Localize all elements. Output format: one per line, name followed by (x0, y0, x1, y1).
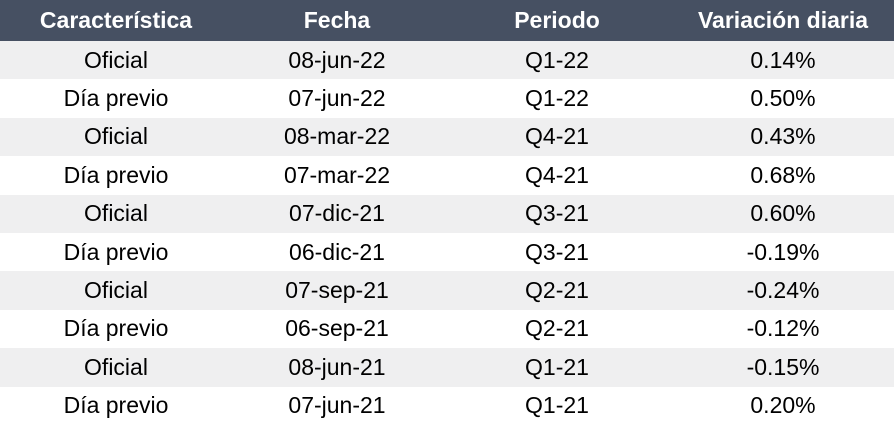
table-row: Día previo 07-mar-22 Q4-21 0.68% (0, 156, 894, 195)
cell-periodo: Q1-21 (525, 353, 589, 380)
table-row: Día previo 06-dic-21 Q3-21 -0.19% (0, 232, 894, 272)
cell-variacion: -0.19% (746, 238, 820, 265)
table-row: Oficial 08-jun-21 Q1-21 -0.15% (0, 348, 894, 387)
cell-periodo: Q1-22 (525, 85, 589, 112)
header-variacion-diaria: Variación diaria (697, 7, 869, 33)
cell-periodo: Q2-21 (525, 315, 589, 342)
cell-periodo: Q4-21 (525, 161, 589, 188)
cell-variacion: 0.43% (750, 123, 816, 150)
cell-variacion: 0.20% (750, 392, 816, 419)
table-row: Día previo 07-jun-21 Q1-21 0.20% (0, 386, 894, 425)
cell-caracteristica: Oficial (84, 123, 148, 150)
cell-caracteristica: Día previo (63, 85, 169, 112)
cell-fecha: 06-dic-21 (289, 238, 385, 265)
cell-variacion: -0.24% (746, 277, 820, 304)
cell-periodo: Q1-22 (525, 46, 589, 73)
cell-caracteristica: Oficial (84, 353, 148, 380)
cell-fecha: 07-jun-22 (288, 85, 386, 112)
cell-fecha: 08-jun-22 (288, 46, 386, 73)
cell-variacion: -0.12% (746, 315, 820, 342)
table-header: Característica Fecha Periodo Variación d… (0, 0, 894, 41)
cell-caracteristica: Día previo (63, 238, 169, 265)
header-fecha: Fecha (303, 7, 371, 33)
table-row: Oficial 08-mar-22 Q4-21 0.43% (0, 117, 894, 157)
table-row: Oficial 07-dic-21 Q3-21 0.60% (0, 194, 894, 233)
cell-fecha: 07-jun-21 (288, 392, 386, 419)
cell-periodo: Q1-21 (525, 392, 589, 419)
header-periodo: Periodo (514, 7, 600, 33)
cell-caracteristica: Oficial (84, 200, 148, 227)
header-caracteristica: Característica (39, 7, 193, 33)
cell-periodo: Q3-21 (525, 238, 589, 265)
table-row: Día previo 07-jun-22 Q1-22 0.50% (0, 79, 894, 118)
cell-caracteristica: Oficial (84, 46, 148, 73)
table-row: Día previo 06-sep-21 Q2-21 -0.12% (0, 309, 894, 349)
cell-variacion: 0.14% (750, 46, 816, 73)
cell-variacion: 0.50% (750, 85, 816, 112)
table-row: Oficial 08-jun-22 Q1-22 0.14% (0, 41, 894, 80)
cell-caracteristica: Día previo (63, 161, 169, 188)
cell-fecha: 07-sep-21 (285, 277, 389, 304)
cell-caracteristica: Día previo (63, 315, 169, 342)
cell-fecha: 06-sep-21 (285, 315, 389, 342)
cell-variacion: 0.60% (750, 200, 816, 227)
cell-variacion: -0.15% (746, 353, 820, 380)
cell-periodo: Q4-21 (525, 123, 589, 150)
cell-periodo: Q2-21 (525, 277, 589, 304)
cell-variacion: 0.68% (750, 161, 816, 188)
cell-fecha: 08-jun-21 (288, 353, 386, 380)
cell-caracteristica: Día previo (63, 392, 169, 419)
cell-fecha: 08-mar-22 (283, 123, 391, 150)
cell-fecha: 07-dic-21 (289, 200, 385, 227)
cell-fecha: 07-mar-22 (283, 161, 391, 188)
cell-caracteristica: Oficial (84, 277, 148, 304)
cell-periodo: Q3-21 (525, 200, 589, 227)
table-row: Oficial 07-sep-21 Q2-21 -0.24% (0, 271, 894, 310)
